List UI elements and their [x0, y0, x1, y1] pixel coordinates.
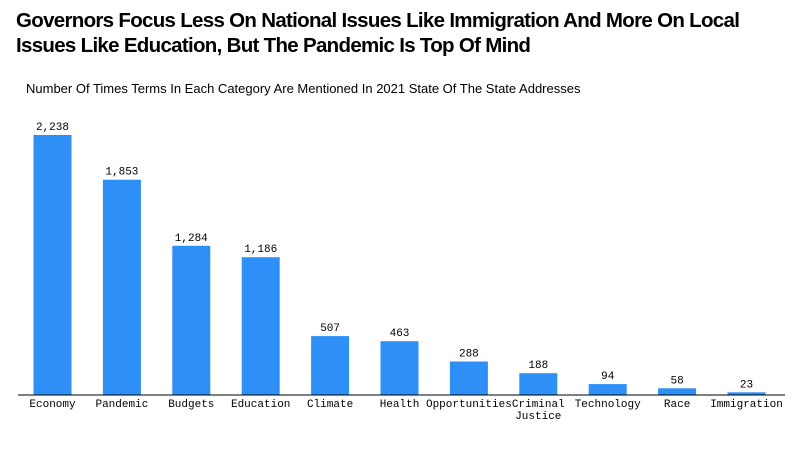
- data-label: 507: [320, 323, 340, 335]
- data-label: 23: [740, 379, 753, 391]
- data-label: 463: [390, 328, 410, 340]
- chart-subtitle: Number Of Times Terms In Each Category A…: [26, 81, 581, 96]
- x-tick-label: Economy: [29, 399, 76, 411]
- x-tick-label: Criminal Justice: [512, 399, 565, 423]
- bar-education: [241, 257, 280, 395]
- x-tick-label: Technology: [575, 399, 641, 411]
- bar-economy: [33, 135, 72, 395]
- bar-climate: [311, 336, 350, 395]
- x-tick-label: Race: [664, 399, 690, 411]
- x-tick-label: Climate: [307, 399, 353, 411]
- chart-title: Governors Focus Less On National Issues …: [16, 9, 740, 57]
- bar-health: [380, 341, 419, 395]
- x-tick-label: Immigration: [710, 399, 783, 411]
- x-tick-label: Health: [380, 399, 420, 411]
- bar-pandemic: [102, 179, 141, 395]
- bar-budgets: [172, 245, 211, 395]
- data-label: 94: [601, 371, 615, 383]
- data-label: 1,853: [105, 167, 138, 179]
- x-tick-label: Budgets: [168, 399, 214, 411]
- bar-immigration: [727, 392, 766, 395]
- bar-technology: [588, 384, 627, 395]
- data-label: 58: [670, 375, 683, 387]
- data-label: 1,186: [244, 244, 277, 256]
- bar-race: [658, 388, 697, 395]
- data-label: 188: [528, 360, 548, 372]
- x-tick-label: Pandemic: [95, 399, 148, 411]
- x-tick-label: Opportunities: [426, 399, 512, 411]
- data-label: 1,284: [175, 233, 208, 245]
- bar-opportunities: [449, 361, 488, 395]
- tick-labels-group: Economy Pandemic Budgets Education Climate He…: [29, 399, 782, 423]
- x-tick-label: Education: [231, 399, 290, 411]
- bar-criminal-justice: [519, 373, 558, 395]
- data-label: 2,238: [36, 122, 69, 134]
- bars-group: [33, 135, 766, 395]
- data-label: 288: [459, 349, 479, 361]
- data-labels-group: 2,238 1,853 1,284 1,186 507 463 288 188 94 58 23: [36, 122, 753, 391]
